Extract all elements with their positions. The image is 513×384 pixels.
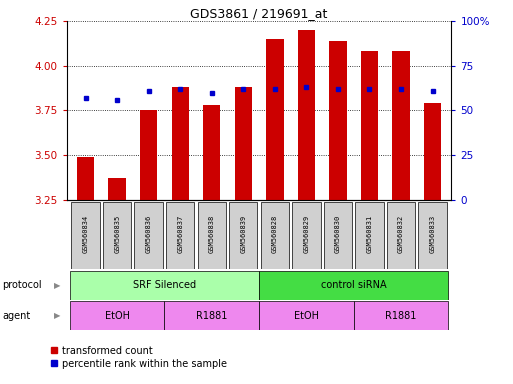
Bar [329, 41, 347, 200]
Bar [356, 202, 384, 269]
Text: GSM560834: GSM560834 [83, 215, 89, 253]
Text: ▶: ▶ [54, 311, 61, 320]
Text: GSM560831: GSM560831 [366, 215, 372, 253]
Bar [418, 202, 447, 269]
Bar [171, 87, 189, 200]
Bar [387, 202, 415, 269]
Bar [259, 301, 353, 330]
Text: EtOH: EtOH [294, 311, 319, 321]
Bar [353, 301, 448, 330]
Bar [361, 51, 378, 200]
Text: GSM560832: GSM560832 [398, 215, 404, 253]
Bar [392, 51, 410, 200]
Bar [298, 30, 315, 200]
Text: GSM560829: GSM560829 [303, 215, 309, 253]
Bar [77, 157, 94, 200]
Bar [261, 202, 289, 269]
Bar [70, 301, 165, 330]
Text: GSM560828: GSM560828 [272, 215, 278, 253]
Bar [166, 202, 194, 269]
Text: R1881: R1881 [196, 311, 227, 321]
Text: GSM560839: GSM560839 [240, 215, 246, 253]
Bar [259, 271, 448, 300]
Bar [165, 301, 259, 330]
Text: GSM560833: GSM560833 [429, 215, 436, 253]
Text: GSM560838: GSM560838 [209, 215, 215, 253]
Bar [266, 39, 284, 200]
Bar [424, 103, 441, 200]
Text: agent: agent [3, 311, 31, 321]
Bar [103, 202, 131, 269]
Bar [234, 87, 252, 200]
Text: GSM560836: GSM560836 [146, 215, 152, 253]
Bar [134, 202, 163, 269]
Text: EtOH: EtOH [105, 311, 130, 321]
Text: control siRNA: control siRNA [321, 280, 386, 290]
Text: R1881: R1881 [385, 311, 417, 321]
Bar [108, 178, 126, 200]
Text: GSM560835: GSM560835 [114, 215, 120, 253]
Text: SRF Silenced: SRF Silenced [133, 280, 196, 290]
Title: GDS3861 / 219691_at: GDS3861 / 219691_at [190, 7, 328, 20]
Bar [71, 202, 100, 269]
Bar [324, 202, 352, 269]
Text: ▶: ▶ [54, 281, 61, 290]
Bar [292, 202, 321, 269]
Bar [140, 111, 157, 200]
Legend: transformed count, percentile rank within the sample: transformed count, percentile rank withi… [46, 342, 231, 372]
Bar [198, 202, 226, 269]
Bar [70, 271, 259, 300]
Text: protocol: protocol [3, 280, 42, 290]
Text: GSM560830: GSM560830 [335, 215, 341, 253]
Bar [203, 105, 221, 200]
Text: GSM560837: GSM560837 [177, 215, 183, 253]
Bar [229, 202, 258, 269]
